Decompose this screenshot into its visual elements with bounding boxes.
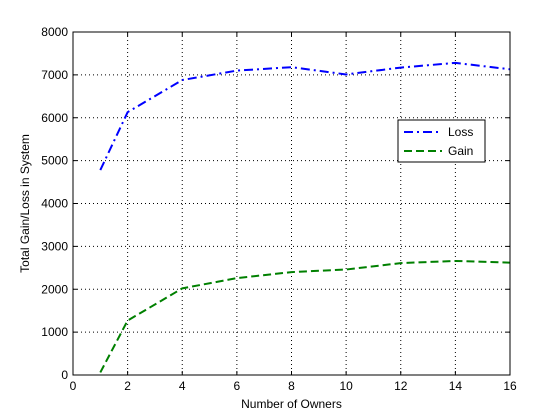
x-tick-label: 6	[234, 379, 241, 393]
y-tick-label: 2000	[41, 282, 68, 296]
x-tick-label: 16	[503, 379, 517, 393]
legend-label-gain: Gain	[448, 144, 473, 158]
x-tick-label: 10	[339, 379, 353, 393]
y-tick-label: 6000	[41, 111, 68, 125]
axis-ticks: 0 2 4 6 8 10 12 14 16 0 1000 2000 3000 4000 5000 6000 70…	[41, 25, 517, 393]
y-tick-label: 8000	[41, 25, 68, 39]
x-tick-label: 8	[288, 379, 295, 393]
series-line-gain	[99, 259, 511, 373]
legend-box	[397, 119, 486, 163]
x-tick-label: 0	[70, 379, 77, 393]
x-tick-label: 2	[124, 379, 131, 393]
x-tick-label: 12	[394, 379, 408, 393]
legend: Loss Gain	[397, 119, 486, 163]
y-tick-label: 0	[61, 368, 68, 382]
y-tick-label: 1000	[41, 325, 68, 339]
y-axis-label: Total Gain/Loss in System	[18, 134, 32, 273]
x-tick-label: 4	[179, 379, 186, 393]
legend-label-loss: Loss	[448, 125, 473, 139]
x-axis-label: Number of Owners	[241, 397, 342, 411]
y-tick-label: 4000	[41, 197, 68, 211]
y-tick-label: 3000	[41, 239, 68, 253]
x-tick-label: 14	[449, 379, 463, 393]
series-line-loss	[99, 61, 511, 171]
plot-lines	[99, 61, 511, 373]
y-tick-label: 7000	[41, 68, 68, 82]
y-tick-label: 5000	[41, 154, 68, 168]
